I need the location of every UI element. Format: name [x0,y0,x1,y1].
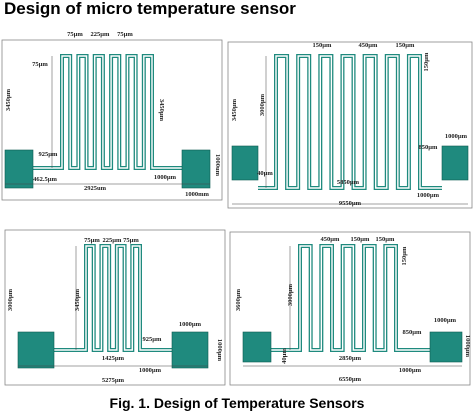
contact-pad [441,145,469,181]
dimension-label: 3000µm [259,93,266,116]
caption: Fig. 1. Design of Temperature Sensors [110,395,365,411]
dimension-label: 150µm [401,246,408,265]
dimension-label: 40µm [257,170,273,177]
dimension-label: 3000µm [7,288,14,311]
dimension-label: 925µm [39,151,58,158]
dimension-label: 150µm [313,42,332,49]
meander-inner [33,55,182,169]
dimension-label: 225µm [91,31,110,38]
dimension-label: 75µm [67,31,83,38]
contact-pad [242,331,272,363]
dimension-label: 150µm [376,236,395,243]
meander-trace [54,244,172,352]
dimension-label: 40µm [281,348,288,364]
dimension-label: 1000µm [179,321,202,328]
dimension-label: 1000µm [139,367,162,374]
meander-inner [271,245,430,351]
dimension-label: 5850µm [337,179,360,186]
dimension-label: 850µm [419,144,438,151]
meander-inner [54,245,172,351]
dimension-label: 1000mm [185,191,209,198]
dimension-label: 1425µm [102,355,125,362]
dimension-label: 6550µm [339,376,362,383]
dimension-label: 2850µm [339,355,362,362]
dimension-label: 225µm [103,237,122,244]
dimension-label: 1000µm [464,335,471,358]
dimension-label: 3000µm [287,283,294,306]
dimension-label: 3450µm [5,88,12,111]
panel-frame [4,229,226,386]
contact-pad [429,331,463,363]
dimension-label: 9550µm [339,200,362,207]
dimension-label: 1000µm [216,339,223,362]
dimension-label: 450µm [359,42,378,49]
dimension-label: 3600µm [235,288,242,311]
dimension-label: 150µm [396,42,415,49]
dimension-label: 450µm [321,236,340,243]
contact-pad [171,331,209,369]
dimension-label: 3450µm [74,288,81,311]
title: Design of micro temperature sensor [4,0,296,18]
panel-frame [227,41,473,209]
contact-pad [17,331,55,369]
contact-pad [231,145,259,181]
dimension-label: 150µm [423,52,430,71]
dimension-label: 3450µm [158,99,165,122]
dimension-label: 75µm [117,31,133,38]
dimension-label: 1000um [214,154,221,177]
dimension-label: 1000µm [399,367,422,374]
dimension-label: 925µm [143,336,162,343]
dimension-label: 462.5µm [33,176,57,183]
dimension-label: 75µm [32,61,48,68]
contact-pad [181,149,211,189]
dimension-label: 75µm [84,237,100,244]
meander-trace [258,54,442,190]
contact-pad [4,149,34,189]
panel-frame [229,231,471,386]
dimension-label: 1000µm [154,174,177,181]
dimension-label: 850µm [403,329,422,336]
dimension-label: 5275µm [102,377,125,384]
panel-frame [1,39,223,201]
dimension-label: 150µm [351,236,370,243]
dimension-label: 1000µm [434,317,457,324]
dimension-label: 1000µm [417,192,440,199]
dimension-label: 3450µm [231,98,238,121]
dimension-label: 2925um [84,185,107,192]
dimension-label: 75µm [123,237,139,244]
meander-inner [258,55,442,189]
dimension-label: 1000µm [445,133,468,140]
